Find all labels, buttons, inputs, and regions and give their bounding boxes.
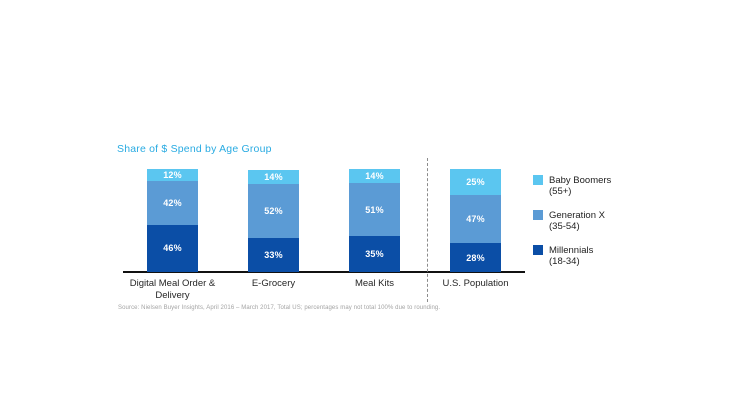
source-note: Source: Nielsen Buyer Insights, April 20… <box>118 305 441 311</box>
bar-segment: 46% <box>147 224 198 272</box>
bar-segment: 14% <box>248 170 299 185</box>
bar-segment: 52% <box>248 184 299 238</box>
bar-segment: 51% <box>349 183 400 236</box>
segment-value-label: 33% <box>264 249 283 260</box>
segment-value-label: 52% <box>264 206 283 217</box>
legend: Baby Boomers (55+) Generation X (35-54) Mill… <box>533 175 611 267</box>
legend-item: Generation X (35-54) <box>533 210 611 232</box>
legend-label: Millennials (18-34) <box>549 245 594 267</box>
legend-swatch <box>533 245 543 255</box>
segment-value-label: 46% <box>163 243 182 254</box>
legend-item: Baby Boomers (55+) <box>533 175 611 197</box>
legend-item: Millennials (18-34) <box>533 245 611 267</box>
segment-value-label: 47% <box>466 213 485 224</box>
category-label: U.S. Population <box>442 278 509 289</box>
bar-segment: 28% <box>450 243 501 272</box>
segment-value-label: 35% <box>365 248 384 259</box>
bar-segment: 33% <box>248 238 299 272</box>
legend-label: Baby Boomers (55+) <box>549 175 612 197</box>
bar-segment: 14% <box>349 169 400 184</box>
category-label: Digital Meal Order & Delivery <box>129 278 216 301</box>
bar-segment: 25% <box>450 169 501 195</box>
x-axis-line <box>123 271 525 273</box>
segment-value-label: 25% <box>466 176 485 187</box>
segment-value-label: 14% <box>264 172 283 183</box>
segment-value-label: 28% <box>466 252 485 263</box>
category-label: Meal Kits <box>354 278 395 289</box>
separator-dashed-line <box>427 158 428 302</box>
segment-value-label: 42% <box>163 197 182 208</box>
legend-swatch <box>533 210 543 220</box>
segment-value-label: 14% <box>365 171 384 182</box>
bar-segment: 42% <box>147 181 198 225</box>
legend-label: Generation X (35-54) <box>549 210 605 232</box>
chart-title: Share of $ Spend by Age Group <box>117 143 272 155</box>
segment-value-label: 51% <box>365 204 384 215</box>
bar-segment: 12% <box>147 169 198 182</box>
category-label: E-Grocery <box>251 278 296 289</box>
legend-swatch <box>533 175 543 185</box>
bar-segment: 47% <box>450 194 501 244</box>
bar-segment: 35% <box>349 235 400 272</box>
segment-value-label: 12% <box>163 170 182 181</box>
